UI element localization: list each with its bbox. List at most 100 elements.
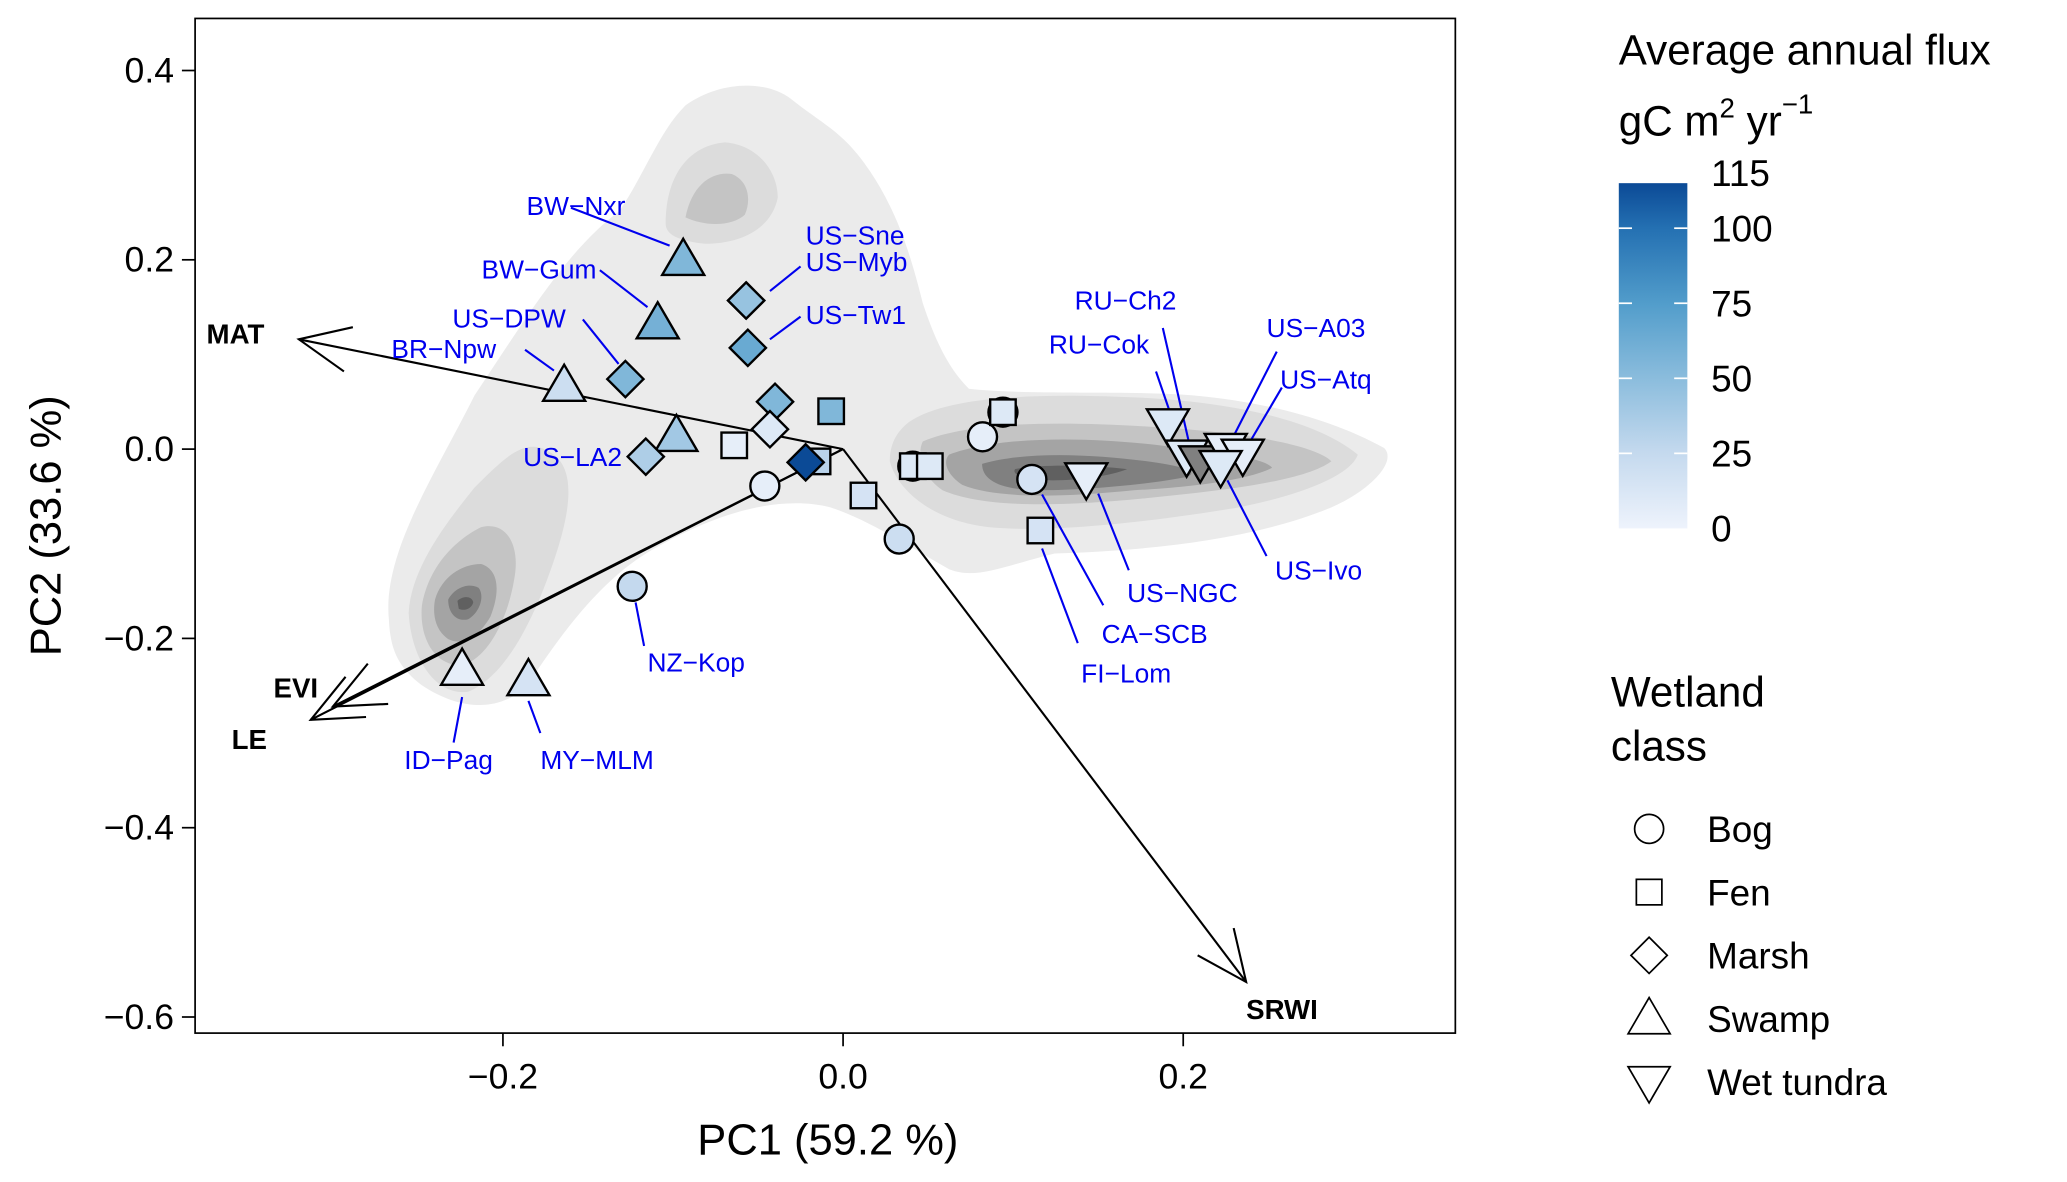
leader-line <box>1097 493 1130 571</box>
data-point-marsh <box>605 359 646 399</box>
x-tick-label: 0.0 <box>818 1056 867 1096</box>
shape-legend: Wetland class Bog Fen Marsh Swamp Wet tundra <box>1611 668 1887 1105</box>
data-point-marsh <box>625 436 666 477</box>
leader-line <box>1041 494 1105 606</box>
site-label: US−Atq <box>1280 364 1372 394</box>
label-leader-lines <box>452 206 1283 743</box>
loading-label-le: LE <box>232 724 267 755</box>
site-label: MY−MLM <box>540 745 653 775</box>
density-level-6 <box>457 465 1128 610</box>
site-label: US−Tw1 <box>806 300 906 330</box>
legend-label-wet-tundra: Wet tundra <box>1707 1062 1887 1103</box>
data-point-swamp <box>660 236 707 277</box>
site-label: BW−Nxr <box>527 191 626 221</box>
legend-label-fen: Fen <box>1707 872 1771 913</box>
colorbar-title-sup1: 2 <box>1720 92 1735 123</box>
x-tick-label: −0.2 <box>468 1056 538 1096</box>
data-point-bog <box>616 570 648 603</box>
density-level-4 <box>434 439 1273 642</box>
y-tick-label: −0.4 <box>104 808 174 848</box>
data-point-wet-tundra <box>1197 449 1244 490</box>
data-point-swamp <box>439 646 486 686</box>
leader-line <box>769 315 802 341</box>
leader-line <box>599 269 649 308</box>
colorbar-title-line2: gC m2 yr−1 <box>1619 88 1814 144</box>
site-label: RU−Ch2 <box>1075 286 1177 316</box>
leader-line <box>1161 327 1190 440</box>
shape-legend-title-line1: Wetland <box>1611 668 1765 715</box>
data-point-fen <box>988 398 1017 427</box>
site-label: ID−Pag <box>404 745 493 775</box>
legend-key-triangle-down <box>1626 1065 1672 1105</box>
leader-line <box>769 265 802 292</box>
leader-line <box>634 602 646 647</box>
data-point-fen <box>849 481 878 510</box>
site-label: US−A03 <box>1267 313 1366 343</box>
leader-line <box>524 348 555 372</box>
legend-label-marsh: Marsh <box>1707 936 1810 977</box>
data-point-wet-tundra <box>1063 462 1110 502</box>
plot-frame <box>194 17 1457 1034</box>
x-axis: −0.2 0.0 0.2 <box>468 1033 1208 1096</box>
leader-line <box>1233 351 1278 436</box>
site-label: BR−Npw <box>391 334 497 364</box>
y-tick-label: 0.0 <box>125 429 174 469</box>
leader-line <box>1041 548 1079 644</box>
loading-label-mat: MAT <box>207 318 265 349</box>
data-point-fen <box>1026 516 1055 545</box>
arrowhead-le <box>308 676 367 721</box>
data-point-marsh <box>728 328 768 368</box>
legend-label-swamp: Swamp <box>1707 999 1830 1040</box>
arrowhead-srwi <box>1197 927 1248 985</box>
data-point-marsh <box>785 442 826 483</box>
site-label: NZ−Kop <box>647 647 744 677</box>
site-label: FI−Lom <box>1081 659 1171 689</box>
legend-key-triangle-up <box>1626 995 1672 1035</box>
site-label: US−DPW <box>452 304 566 334</box>
legend-key-circle <box>1633 813 1665 845</box>
leader-line <box>570 206 670 247</box>
legend-key-diamond <box>1629 936 1669 975</box>
data-point-fen <box>915 452 944 481</box>
loading-label-evi: EVI <box>274 672 319 703</box>
site-label: US−LA2 <box>523 442 622 472</box>
data-point-fen <box>720 431 749 460</box>
colorbar-tick-label: 115 <box>1711 153 1770 194</box>
data-point-bog <box>1016 463 1048 496</box>
y-tick-label: 0.2 <box>125 240 174 280</box>
site-label: BW−Gum <box>482 254 597 284</box>
colorbar-legend: Average annual flux gC m2 yr−1 0 25 50 75 10… <box>1618 27 1991 550</box>
data-point-marsh <box>726 280 766 321</box>
site-points <box>439 236 1266 697</box>
y-axis: 0.4 0.2 0.0 −0.2 −0.4 −0.6 <box>104 50 196 1037</box>
colorbar-tick-label: 75 <box>1711 283 1752 324</box>
site-label: US−Sne <box>806 220 905 250</box>
site-label: CA−SCB <box>1102 619 1208 649</box>
arrowhead-evi <box>330 662 389 708</box>
colorbar-tick-label: 50 <box>1711 358 1752 399</box>
site-label: US−NGC <box>1127 578 1238 608</box>
y-tick-label: −0.6 <box>104 997 174 1037</box>
data-point-swamp <box>634 299 681 340</box>
leader-line <box>452 696 464 743</box>
leader-line <box>1226 479 1268 557</box>
colorbar-title-unit: gC m <box>1619 98 1720 145</box>
legend-key-square <box>1635 878 1663 906</box>
colorbar-title-line1: Average annual flux <box>1619 27 1991 74</box>
y-tick-label: −0.2 <box>104 618 174 658</box>
shape-legend-title-line2: class <box>1611 722 1707 769</box>
y-axis-title: PC2 (33.6 %) <box>23 395 71 656</box>
data-point-wet-tundra <box>1144 408 1192 448</box>
data-point-bog <box>966 421 999 453</box>
data-point-fen <box>817 397 846 426</box>
data-point-swamp <box>653 412 700 453</box>
leader-line <box>1250 387 1283 441</box>
leader-line <box>1155 371 1171 412</box>
colorbar-tick-label: 100 <box>1711 208 1773 249</box>
data-point-marsh <box>750 409 790 450</box>
data-point-bog <box>749 470 781 502</box>
leader-line <box>527 700 542 734</box>
leader-line <box>582 318 620 365</box>
